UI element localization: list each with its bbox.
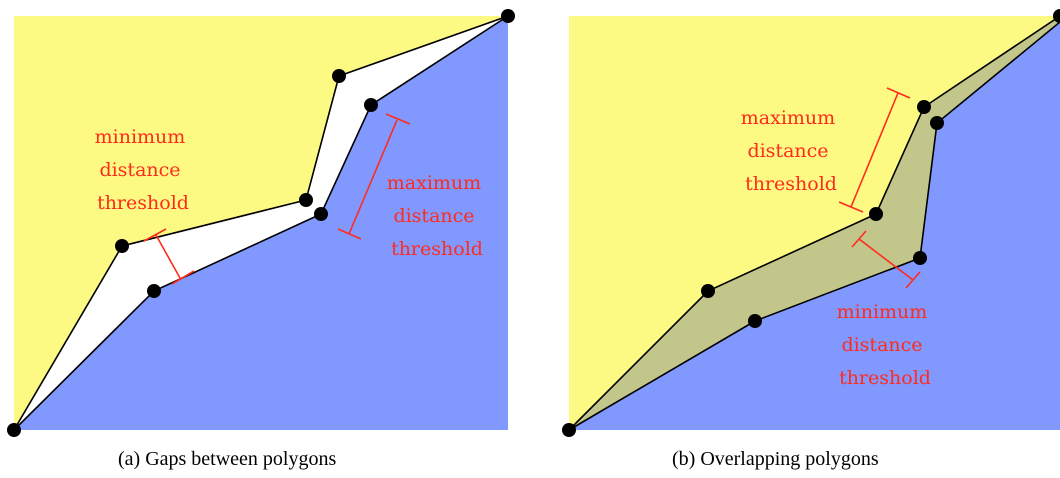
- min-threshold-label-a: minimum distance threshold: [95, 126, 192, 214]
- vertex: [913, 251, 927, 265]
- vertex: [299, 193, 313, 207]
- vertex: [917, 100, 931, 114]
- caption-a: (a) Gaps between polygons: [118, 448, 337, 470]
- max-threshold-marker-a: [337, 113, 411, 240]
- vertex: [7, 423, 21, 437]
- caption-b: (b) Overlapping polygons: [672, 448, 879, 470]
- vertex: [332, 69, 346, 83]
- gap-region-a: [14, 16, 508, 430]
- max-threshold-marker-b: [838, 87, 911, 213]
- vertex: [501, 9, 515, 23]
- vertex: [1053, 9, 1060, 23]
- vertices-a: [7, 9, 515, 437]
- min-threshold-label-b: minimum distance threshold: [837, 301, 934, 389]
- max-threshold-label-b: maximum distance threshold: [741, 107, 841, 195]
- vertex: [147, 284, 161, 298]
- min-threshold-marker-b: [851, 230, 921, 289]
- vertex: [562, 423, 576, 437]
- panel-b-diagram: maximum distance threshold minimum dista…: [562, 9, 1060, 437]
- lower-polygon-a: [14, 16, 508, 430]
- vertex: [701, 284, 715, 298]
- vertices-b: [562, 9, 1060, 437]
- vertex: [364, 98, 378, 112]
- panel-a-diagram: minimum distance threshold maximum dista…: [7, 9, 515, 437]
- max-threshold-label-a: maximum distance threshold: [387, 172, 487, 260]
- vertex: [869, 207, 883, 221]
- vertex: [314, 207, 328, 221]
- min-threshold-marker-a: [143, 228, 195, 285]
- vertex: [748, 314, 762, 328]
- vertex: [115, 239, 129, 253]
- vertex: [930, 116, 944, 130]
